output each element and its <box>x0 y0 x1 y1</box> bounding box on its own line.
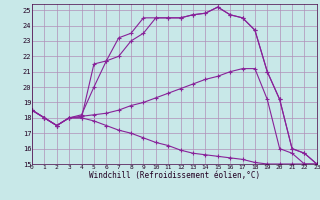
X-axis label: Windchill (Refroidissement éolien,°C): Windchill (Refroidissement éolien,°C) <box>89 171 260 180</box>
